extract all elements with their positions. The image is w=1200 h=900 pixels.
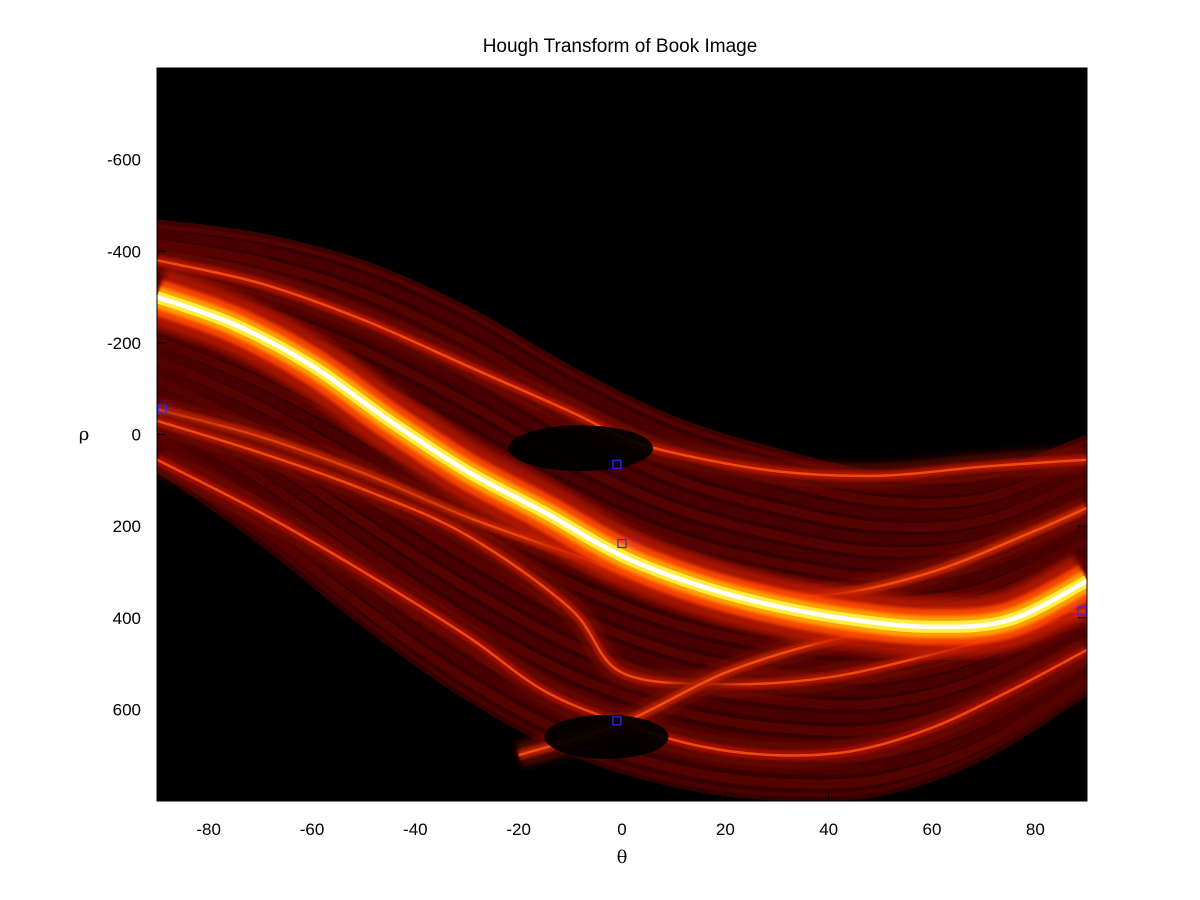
accumulator-band — [157, 267, 1087, 545]
x-tick-label: -60 — [300, 820, 325, 839]
x-tick-label: 20 — [716, 820, 735, 839]
accumulator-band — [157, 277, 1087, 557]
peak-marker — [617, 538, 627, 549]
accumulator-band — [157, 229, 1087, 496]
x-tick-label: 80 — [1026, 820, 1045, 839]
y-tick-label: -600 — [107, 151, 141, 170]
axis-ticks — [157, 68, 1087, 801]
y-axis-tick-labels: -600 -400 -200 0 200 400 600 — [107, 151, 141, 720]
y-tick-label: 200 — [113, 517, 141, 536]
x-tick-label: -80 — [196, 820, 221, 839]
y-tick-label: -200 — [107, 334, 141, 353]
x-tick-label: 60 — [923, 820, 942, 839]
peak-marker — [612, 459, 622, 469]
accumulator-gap — [544, 714, 669, 759]
hough-accumulator-heatmap — [157, 219, 1087, 801]
x-tick-label: -40 — [403, 820, 428, 839]
dominant-curve-core — [157, 294, 1087, 630]
x-tick-label: -20 — [506, 820, 531, 839]
accumulator-band — [157, 462, 1087, 801]
y-tick-label: 0 — [132, 426, 141, 445]
accumulator-gap — [508, 425, 653, 472]
x-tick-label: 40 — [819, 820, 838, 839]
x-axis-tick-labels: -80 -60 -40 -20 0 20 40 60 80 — [196, 820, 1044, 839]
chart-title: Hough Transform of Book Image — [483, 36, 758, 57]
x-axis-label: θ — [617, 847, 628, 868]
y-tick-label: 400 — [113, 609, 141, 628]
peak-marker — [157, 404, 167, 414]
y-axis-label: ρ — [79, 424, 90, 445]
peak-markers — [157, 404, 1087, 726]
y-tick-label: -400 — [107, 242, 141, 261]
peak-marker — [612, 716, 622, 726]
peak-marker — [1077, 606, 1087, 616]
x-tick-label: 0 — [617, 820, 626, 839]
y-tick-label: 600 — [113, 700, 141, 719]
